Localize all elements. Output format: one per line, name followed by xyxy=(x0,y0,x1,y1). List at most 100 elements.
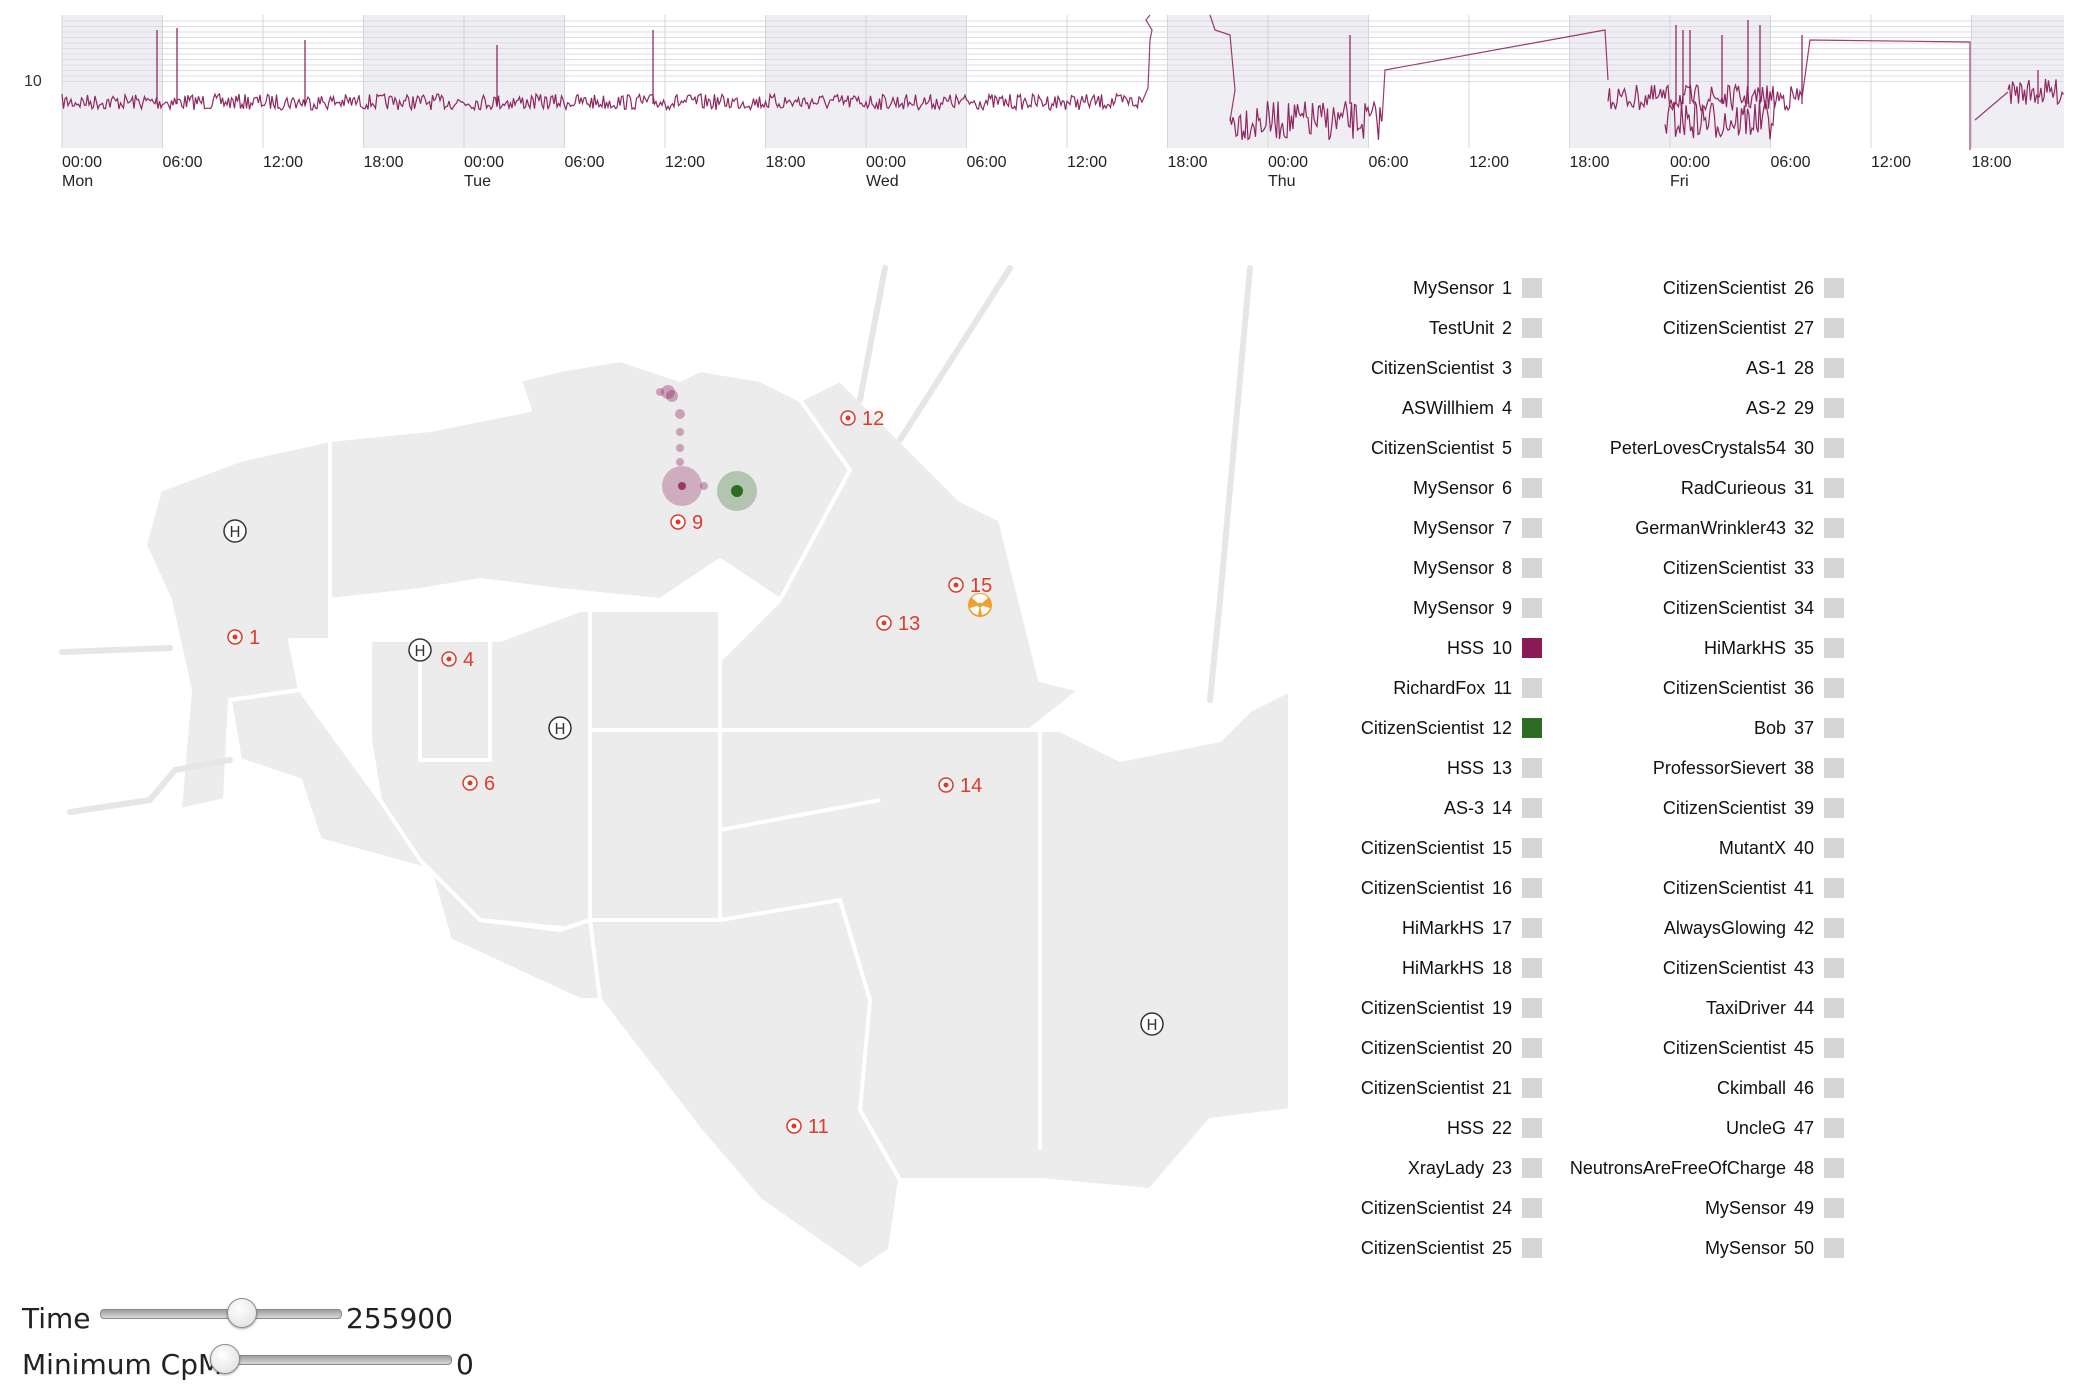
legend-toggle[interactable] xyxy=(1824,918,1844,938)
legend-toggle[interactable] xyxy=(1824,358,1844,378)
radiation-icon[interactable] xyxy=(968,593,992,617)
legend-toggle[interactable] xyxy=(1824,478,1844,498)
legend-item[interactable]: TestUnit 2 xyxy=(1270,308,1542,348)
legend-toggle[interactable] xyxy=(1522,598,1542,618)
legend-toggle[interactable] xyxy=(1522,1038,1542,1058)
legend-toggle[interactable] xyxy=(1522,358,1542,378)
legend-toggle[interactable] xyxy=(1824,398,1844,418)
legend-item[interactable]: CitizenScientist 15 xyxy=(1270,828,1542,868)
legend-toggle[interactable] xyxy=(1824,998,1844,1018)
legend-item[interactable]: MutantX 40 xyxy=(1560,828,1844,868)
legend-item[interactable]: RichardFox 11 xyxy=(1270,668,1542,708)
sensor-marker-15[interactable]: 15 xyxy=(948,575,992,597)
min-cpm-slider-handle[interactable] xyxy=(210,1344,240,1374)
legend-item[interactable]: CitizenScientist 45 xyxy=(1560,1028,1844,1068)
legend-toggle[interactable] xyxy=(1522,958,1542,978)
hospital-icon[interactable]: H xyxy=(223,519,247,543)
legend-toggle[interactable] xyxy=(1824,438,1844,458)
legend-toggle[interactable] xyxy=(1824,1238,1844,1258)
legend-item[interactable]: CitizenScientist 33 xyxy=(1560,548,1844,588)
legend-item[interactable]: CitizenScientist 26 xyxy=(1560,268,1844,308)
legend-toggle[interactable] xyxy=(1522,918,1542,938)
legend-item[interactable]: MySensor 9 xyxy=(1270,588,1542,628)
legend-toggle[interactable] xyxy=(1522,278,1542,298)
hospital-icon[interactable]: H xyxy=(1140,1012,1164,1036)
sensor-marker-1[interactable]: 1 xyxy=(227,627,260,649)
legend-item[interactable]: HiMarkHS 35 xyxy=(1560,628,1844,668)
legend-toggle[interactable] xyxy=(1522,318,1542,338)
legend-item[interactable]: CitizenScientist 12 xyxy=(1270,708,1542,748)
sensor-marker-6[interactable]: 6 xyxy=(462,773,495,795)
legend-toggle[interactable] xyxy=(1522,1198,1542,1218)
legend-toggle[interactable] xyxy=(1824,758,1844,778)
legend-toggle[interactable] xyxy=(1522,558,1542,578)
legend-toggle[interactable] xyxy=(1824,958,1844,978)
legend-item[interactable]: CitizenScientist 16 xyxy=(1270,868,1542,908)
legend-toggle[interactable] xyxy=(1824,1078,1844,1098)
legend-toggle[interactable] xyxy=(1522,678,1542,698)
legend-toggle[interactable] xyxy=(1522,1118,1542,1138)
legend-toggle[interactable] xyxy=(1522,1238,1542,1258)
time-slider-handle[interactable] xyxy=(227,1298,258,1328)
legend-toggle[interactable] xyxy=(1522,438,1542,458)
legend-item[interactable]: HSS 22 xyxy=(1270,1108,1542,1148)
legend-item[interactable]: CitizenScientist 5 xyxy=(1270,428,1542,468)
legend-toggle[interactable] xyxy=(1824,318,1844,338)
legend-item[interactable]: CitizenScientist 24 xyxy=(1270,1188,1542,1228)
legend-item[interactable]: CitizenScientist 20 xyxy=(1270,1028,1542,1068)
legend-item[interactable]: MySensor 8 xyxy=(1270,548,1542,588)
legend-item[interactable]: ProfessorSievert 38 xyxy=(1560,748,1844,788)
legend-item[interactable]: CitizenScientist 41 xyxy=(1560,868,1844,908)
legend-item[interactable]: HSS 13 xyxy=(1270,748,1542,788)
legend-item[interactable]: CitizenScientist 3 xyxy=(1270,348,1542,388)
legend-toggle[interactable] xyxy=(1824,1038,1844,1058)
legend-item[interactable]: CitizenScientist 27 xyxy=(1560,308,1844,348)
sensor-marker-4[interactable]: 4 xyxy=(441,649,474,671)
legend-item[interactable]: MySensor 49 xyxy=(1560,1188,1844,1228)
legend-toggle[interactable] xyxy=(1522,998,1542,1018)
legend-item[interactable]: Bob 37 xyxy=(1560,708,1844,748)
legend-item[interactable]: MySensor 7 xyxy=(1270,508,1542,548)
legend-toggle[interactable] xyxy=(1824,678,1844,698)
legend-item[interactable]: Ckimball 46 xyxy=(1560,1068,1844,1108)
legend-toggle[interactable] xyxy=(1824,878,1844,898)
legend-item[interactable]: CitizenScientist 43 xyxy=(1560,948,1844,988)
legend-item[interactable]: MySensor 1 xyxy=(1270,268,1542,308)
legend-toggle[interactable] xyxy=(1522,878,1542,898)
legend-item[interactable]: HiMarkHS 17 xyxy=(1270,908,1542,948)
legend-item[interactable]: UncleG 47 xyxy=(1560,1108,1844,1148)
legend-toggle[interactable] xyxy=(1824,1158,1844,1178)
legend-toggle[interactable] xyxy=(1522,838,1542,858)
legend-toggle[interactable] xyxy=(1522,1078,1542,1098)
legend-toggle[interactable] xyxy=(1824,1118,1844,1138)
legend-toggle[interactable] xyxy=(1522,638,1542,658)
legend-item[interactable]: AS-3 14 xyxy=(1270,788,1542,828)
legend-item[interactable]: PeterLovesCrystals54 30 xyxy=(1560,428,1844,468)
legend-item[interactable]: AS-2 29 xyxy=(1560,388,1844,428)
legend-toggle[interactable] xyxy=(1824,278,1844,298)
legend-item[interactable]: MySensor 6 xyxy=(1270,468,1542,508)
hospital-icon[interactable]: H xyxy=(548,716,572,740)
legend-toggle[interactable] xyxy=(1824,518,1844,538)
legend-toggle[interactable] xyxy=(1824,1198,1844,1218)
legend-item[interactable]: CitizenScientist 25 xyxy=(1270,1228,1542,1268)
legend-item[interactable]: CitizenScientist 39 xyxy=(1560,788,1844,828)
legend-item[interactable]: CitizenScientist 36 xyxy=(1560,668,1844,708)
legend-item[interactable]: CitizenScientist 34 xyxy=(1560,588,1844,628)
legend-toggle[interactable] xyxy=(1824,838,1844,858)
legend-toggle[interactable] xyxy=(1522,398,1542,418)
time-slider-track[interactable] xyxy=(100,1309,342,1319)
legend-item[interactable]: RadCurieous 31 xyxy=(1560,468,1844,508)
sensor-marker-11[interactable]: 11 xyxy=(786,1116,829,1138)
legend-toggle[interactable] xyxy=(1824,718,1844,738)
legend-toggle[interactable] xyxy=(1522,718,1542,738)
legend-toggle[interactable] xyxy=(1522,518,1542,538)
legend-item[interactable]: XrayLady 23 xyxy=(1270,1148,1542,1188)
legend-item[interactable]: HSS 10 xyxy=(1270,628,1542,668)
legend-toggle[interactable] xyxy=(1522,798,1542,818)
sensor-marker-9[interactable]: 9 xyxy=(670,512,703,534)
legend-item[interactable]: HiMarkHS 18 xyxy=(1270,948,1542,988)
min-cpm-slider-track[interactable] xyxy=(210,1355,452,1365)
legend-item[interactable]: ASWillhiem 4 xyxy=(1270,388,1542,428)
